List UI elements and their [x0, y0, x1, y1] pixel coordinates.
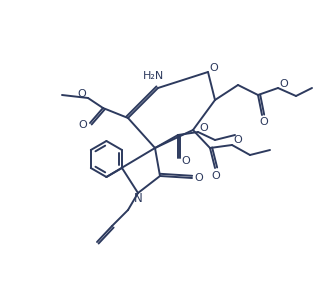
Text: O: O	[234, 135, 242, 145]
Text: H₂N: H₂N	[143, 71, 164, 81]
Text: O: O	[195, 173, 204, 183]
Text: O: O	[280, 79, 288, 89]
Text: O: O	[212, 171, 220, 181]
Text: O: O	[210, 63, 218, 73]
Text: O: O	[79, 120, 87, 130]
Text: O: O	[200, 123, 208, 133]
Text: N: N	[134, 192, 142, 206]
Text: O: O	[260, 117, 268, 127]
Text: O: O	[78, 89, 86, 99]
Text: O: O	[182, 156, 190, 166]
